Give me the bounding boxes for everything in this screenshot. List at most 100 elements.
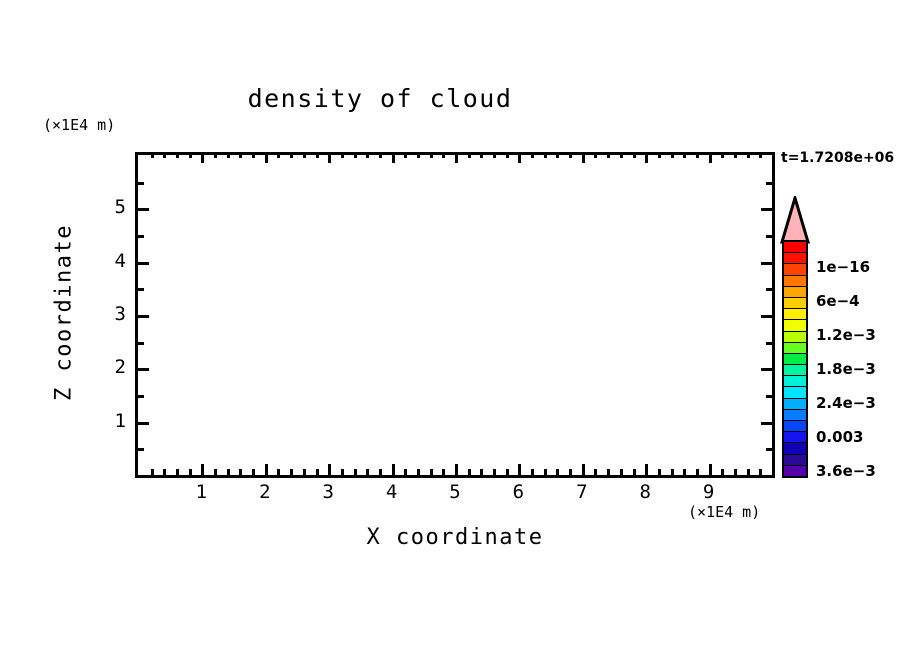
y-minor-tick-right: [766, 395, 772, 398]
colorbar-band: [784, 341, 806, 353]
colorbar-band: [784, 420, 806, 432]
y-major-tick: [138, 422, 149, 425]
x-minor-tick: [366, 469, 369, 475]
x-major-tick-top: [709, 152, 712, 163]
x-minor-tick-top: [734, 152, 737, 158]
x-minor-tick: [239, 469, 242, 475]
x-minor-tick: [163, 469, 166, 475]
x-minor-tick: [430, 469, 433, 475]
x-minor-tick-top: [417, 152, 420, 158]
x-minor-tick: [151, 469, 154, 475]
x-minor-tick: [379, 469, 382, 475]
x-major-tick-top: [265, 152, 268, 163]
x-minor-tick: [277, 469, 280, 475]
x-tick-label: 2: [259, 481, 271, 503]
x-minor-tick: [734, 469, 737, 475]
x-minor-tick-top: [506, 152, 509, 158]
x-minor-tick-top: [480, 152, 483, 158]
x-minor-tick: [252, 469, 255, 475]
x-minor-tick-top: [556, 152, 559, 158]
x-minor-tick-top: [163, 152, 166, 158]
x-minor-tick: [176, 469, 179, 475]
x-minor-tick-top: [531, 152, 534, 158]
x-minor-tick-top: [354, 152, 357, 158]
y-major-tick: [138, 368, 149, 371]
x-major-tick-top: [201, 152, 204, 163]
x-major-tick: [582, 464, 585, 475]
y-axis-unit-label: (×1E4 m): [43, 116, 116, 134]
y-tick-label: 1: [114, 409, 126, 432]
y-minor-tick: [138, 288, 144, 291]
x-minor-tick-top: [151, 152, 154, 158]
x-minor-tick: [354, 469, 357, 475]
y-major-tick-right: [761, 315, 772, 318]
x-minor-tick-top: [176, 152, 179, 158]
x-minor-tick: [721, 469, 724, 475]
colorbar-band: [784, 330, 806, 342]
y-major-tick-right: [761, 422, 772, 425]
y-minor-tick: [138, 235, 144, 238]
x-minor-tick-top: [633, 152, 636, 158]
x-minor-tick-top: [747, 152, 750, 158]
x-minor-tick: [316, 469, 319, 475]
x-minor-tick-top: [227, 152, 230, 158]
x-minor-tick-top: [252, 152, 255, 158]
y-minor-tick: [138, 342, 144, 345]
x-major-tick-top: [645, 152, 648, 163]
colorbar: 3.6e−3 0.003 2.4e−3 1.8e−3 1.2e−3 6e−4 1e−16: [778, 196, 898, 486]
colorbar-band: [784, 408, 806, 420]
y-minor-tick-right: [766, 448, 772, 451]
x-major-tick: [645, 464, 648, 475]
x-minor-tick-top: [366, 152, 369, 158]
colorbar-band: [784, 352, 806, 365]
x-minor-tick-top: [239, 152, 242, 158]
x-minor-tick-top: [290, 152, 293, 158]
x-minor-tick: [696, 469, 699, 475]
x-tick-label: 8: [639, 481, 651, 503]
y-axis-title: Z coordinate: [51, 224, 77, 401]
x-minor-tick: [556, 469, 559, 475]
x-minor-tick: [671, 469, 674, 475]
x-minor-tick-top: [341, 152, 344, 158]
x-minor-tick-top: [772, 152, 775, 158]
plot-frame: [135, 152, 775, 478]
colorbar-band: [784, 242, 806, 253]
x-minor-tick: [417, 469, 420, 475]
x-minor-tick: [620, 469, 623, 475]
y-major-tick: [138, 208, 149, 211]
x-minor-tick-top: [214, 152, 217, 158]
y-tick-label: 4: [114, 249, 126, 272]
x-minor-tick-top: [594, 152, 597, 158]
y-minor-tick-right: [766, 288, 772, 291]
colorbar-tick-label: 1.2e−3: [816, 326, 876, 345]
timestamp-label: t=1.7208e+06: [781, 150, 895, 166]
x-minor-tick-top: [493, 152, 496, 158]
x-minor-tick: [594, 469, 597, 475]
colorbar-gradient: [782, 240, 808, 478]
x-minor-tick-top: [316, 152, 319, 158]
y-tick-label: 2: [114, 356, 126, 379]
y-minor-tick-right: [766, 342, 772, 345]
x-tick-label: 5: [449, 481, 461, 503]
colorbar-band: [784, 263, 806, 275]
x-minor-tick-top: [607, 152, 610, 158]
colorbar-band: [784, 464, 806, 476]
y-minor-tick: [138, 448, 144, 451]
colorbar-band: [784, 431, 806, 443]
x-minor-tick-top: [683, 152, 686, 158]
x-major-tick: [455, 464, 458, 475]
x-major-tick: [392, 464, 395, 475]
x-minor-tick: [290, 469, 293, 475]
x-tick-label: 9: [702, 481, 715, 503]
y-minor-tick: [138, 182, 144, 185]
colorbar-tick-label: 3.6e−3: [816, 462, 876, 481]
x-major-tick: [709, 464, 712, 475]
y-minor-tick-right: [766, 235, 772, 238]
x-major-tick: [518, 464, 521, 475]
x-minor-tick: [303, 469, 306, 475]
colorbar-band: [784, 453, 806, 465]
x-minor-tick: [531, 469, 534, 475]
x-major-tick: [201, 464, 204, 475]
x-minor-tick-top: [544, 152, 547, 158]
x-minor-tick: [607, 469, 610, 475]
